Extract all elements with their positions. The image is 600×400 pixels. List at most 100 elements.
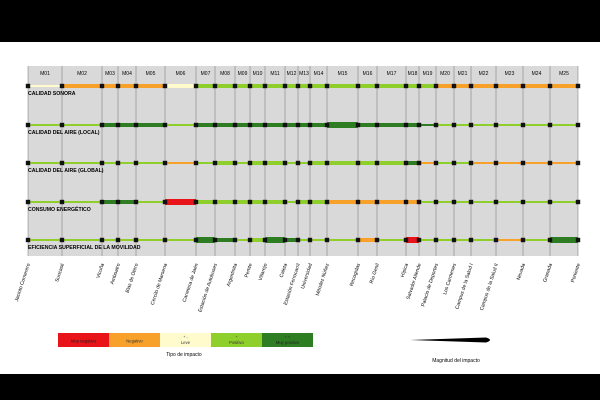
impact-bar bbox=[471, 201, 496, 203]
impact-bar bbox=[310, 200, 327, 204]
impact-bar bbox=[102, 84, 118, 88]
station-label: Blas de Otero bbox=[125, 263, 140, 294]
impact-bar bbox=[265, 123, 285, 127]
station-marker bbox=[193, 122, 199, 128]
impact-bar bbox=[377, 200, 406, 204]
station-label: Carretera de Jaén bbox=[182, 263, 200, 303]
impact-bar bbox=[136, 201, 165, 203]
station-marker bbox=[416, 83, 422, 89]
impact-bar bbox=[419, 124, 436, 126]
impact-bar bbox=[377, 239, 406, 241]
impact-bar bbox=[471, 239, 496, 241]
impact-bar bbox=[419, 84, 436, 88]
impact-bar bbox=[327, 84, 358, 88]
impact-bar bbox=[310, 84, 327, 88]
impact-bar bbox=[62, 84, 102, 88]
station-marker bbox=[212, 237, 218, 243]
station-marker bbox=[575, 122, 581, 128]
segment-label: M08 bbox=[220, 71, 230, 77]
station-marker bbox=[262, 122, 268, 128]
segment-label: M10 bbox=[253, 71, 263, 77]
impact-bar bbox=[265, 237, 285, 243]
station-marker bbox=[25, 237, 31, 243]
station-marker bbox=[212, 199, 218, 205]
legend-swatch bbox=[58, 333, 109, 347]
segment-label: M25 bbox=[559, 71, 569, 77]
station-marker bbox=[416, 237, 422, 243]
impact-bar bbox=[118, 84, 136, 88]
segment-label: M21 bbox=[458, 71, 468, 77]
segment-label: M05 bbox=[146, 71, 156, 77]
station-marker bbox=[295, 122, 301, 128]
legend-label: Negativo bbox=[126, 339, 143, 344]
station-label: Recogidas bbox=[349, 262, 362, 287]
impact-bar bbox=[285, 123, 298, 127]
station-marker bbox=[547, 160, 553, 166]
station-marker bbox=[403, 122, 409, 128]
segment-label: M02 bbox=[77, 71, 87, 77]
impact-bar bbox=[28, 124, 62, 126]
impact-bar bbox=[310, 161, 327, 165]
impact-bar bbox=[265, 161, 285, 165]
impact-bar bbox=[265, 84, 285, 88]
impact-bar bbox=[454, 124, 471, 126]
impact-bar bbox=[377, 123, 406, 127]
station-label: Caleta bbox=[279, 263, 289, 279]
station-marker bbox=[282, 237, 288, 243]
impact-bar bbox=[285, 84, 298, 88]
impact-bar bbox=[358, 123, 377, 127]
impact-bar bbox=[419, 162, 436, 164]
impact-bar bbox=[62, 239, 102, 241]
impact-type-legend: Muy negativo Negativo+ -Leve+Positivo+ +M… bbox=[58, 333, 313, 358]
station-label: Los Carmenes bbox=[442, 262, 458, 295]
impact-bar bbox=[136, 239, 165, 241]
station-marker bbox=[232, 122, 238, 128]
segment-label: M17 bbox=[387, 71, 397, 77]
impact-rows: CALIDAD SONORA CALIDAD DEL AIRE (LOCAL) CA… bbox=[25, 83, 581, 251]
station-marker bbox=[355, 237, 361, 243]
impact-bar bbox=[327, 161, 358, 165]
segment-label: M07 bbox=[201, 71, 211, 77]
segment-label: M03 bbox=[105, 71, 115, 77]
magnitude-legend: Magnitud del impacto bbox=[410, 337, 490, 364]
impact-bar bbox=[327, 239, 358, 241]
impact-bar bbox=[454, 162, 471, 164]
impact-bar bbox=[165, 162, 196, 164]
legend-item: Negativo bbox=[109, 333, 160, 347]
impact-bar bbox=[550, 162, 578, 164]
station-marker bbox=[25, 160, 31, 166]
segment-label: M18 bbox=[408, 71, 418, 77]
impact-bar bbox=[215, 200, 235, 204]
station-marker bbox=[282, 122, 288, 128]
station-marker bbox=[59, 83, 65, 89]
station-marker bbox=[468, 160, 474, 166]
station-marker bbox=[520, 237, 526, 243]
impact-row: EFICIENCIA SUPERFICIAL DE LA MOVILIDAD bbox=[25, 237, 581, 251]
station-label: Nevada bbox=[516, 263, 527, 281]
segment-labels: M01 M02 M03 M04 M05 M06 M07 M08 M09 M10 M11 M12 M13 M… bbox=[40, 71, 569, 77]
impact-bar bbox=[118, 239, 136, 241]
impact-bar bbox=[28, 239, 62, 241]
station-marker bbox=[232, 237, 238, 243]
station-marker bbox=[99, 122, 105, 128]
segment-label: M16 bbox=[363, 71, 373, 77]
segment-label: M13 bbox=[299, 71, 309, 77]
row-label: EFICIENCIA SUPERFICIAL DE LA MOVILIDAD bbox=[28, 245, 141, 251]
station-marker bbox=[162, 122, 168, 128]
station-marker bbox=[575, 83, 581, 89]
station-marker bbox=[403, 160, 409, 166]
segment-label: M11 bbox=[270, 71, 280, 77]
station-marker bbox=[403, 83, 409, 89]
impact-bar bbox=[523, 201, 550, 203]
station-marker bbox=[193, 160, 199, 166]
station-marker bbox=[307, 83, 313, 89]
station-marker bbox=[547, 237, 553, 243]
station-marker bbox=[324, 199, 330, 205]
station-marker bbox=[262, 83, 268, 89]
station-marker bbox=[374, 199, 380, 205]
station-marker bbox=[115, 160, 121, 166]
impact-bar bbox=[358, 200, 377, 204]
station-marker bbox=[520, 160, 526, 166]
impact-bar bbox=[298, 84, 310, 88]
impact-bar bbox=[406, 123, 419, 127]
